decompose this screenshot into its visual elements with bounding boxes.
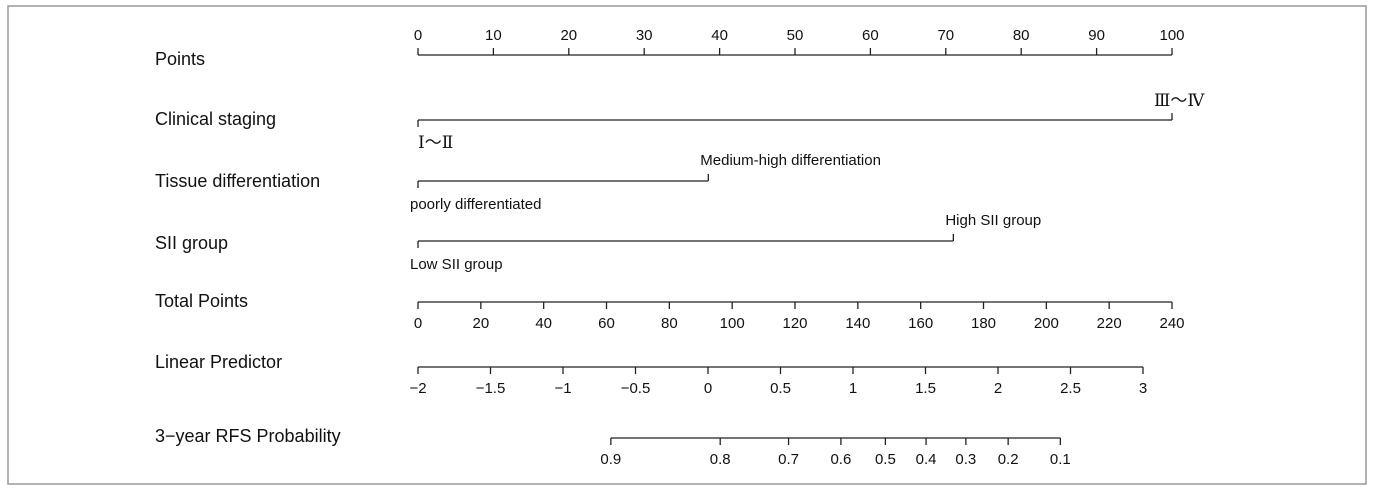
tick-label: 10 (485, 27, 502, 44)
tick-label: 200 (1034, 315, 1059, 332)
tick-label: 20 (560, 27, 577, 44)
tick-label: 0.6 (830, 451, 851, 468)
tick-label: 80 (1013, 27, 1030, 44)
row-label: SII group (155, 233, 228, 253)
tick-label: 0.5 (770, 380, 791, 397)
tick-label: 50 (787, 27, 804, 44)
tick-label: 0.1 (1050, 451, 1071, 468)
tick-label: 0.2 (998, 451, 1019, 468)
tick-label: −1.5 (476, 380, 506, 397)
tick-label: 0.7 (778, 451, 799, 468)
tick-label: 2.5 (1060, 380, 1081, 397)
tick-label: 0 (414, 315, 422, 332)
level-label: High SII group (945, 212, 1041, 229)
tick-label: 120 (782, 315, 807, 332)
tick-label: 0.8 (710, 451, 731, 468)
level-label: Low SII group (410, 256, 503, 273)
row-label: Clinical staging (155, 109, 276, 129)
tick-label: 100 (720, 315, 745, 332)
row-label: Tissue differentiation (155, 171, 320, 191)
tick-label: 1.5 (915, 380, 936, 397)
tick-label: 40 (535, 315, 552, 332)
tick-label: 140 (845, 315, 870, 332)
tick-label: 60 (862, 27, 879, 44)
tick-label: 3 (1139, 380, 1147, 397)
tick-label: −0.5 (621, 380, 651, 397)
tick-label: 0 (704, 380, 712, 397)
tick-label: 0.4 (916, 451, 937, 468)
level-label: Ⅲ～Ⅳ (1154, 91, 1205, 110)
tick-label: 2 (994, 380, 1002, 397)
level-label: Ⅰ～Ⅱ (418, 133, 453, 152)
tick-label: 0.3 (955, 451, 976, 468)
tick-label: 80 (661, 315, 678, 332)
tick-label: 60 (598, 315, 615, 332)
tick-label: 90 (1088, 27, 1105, 44)
tick-label: 70 (937, 27, 954, 44)
tick-label: −2 (409, 380, 426, 397)
row-label: Points (155, 49, 205, 69)
tick-label: 160 (908, 315, 933, 332)
tick-label: 20 (472, 315, 489, 332)
tick-label: 0.5 (875, 451, 896, 468)
tick-label: 180 (971, 315, 996, 332)
tick-label: 30 (636, 27, 653, 44)
tick-label: 0.9 (600, 451, 621, 468)
level-label: Medium-high differentiation (700, 152, 881, 169)
row-label: 3−year RFS Probability (155, 426, 341, 446)
row-label: Total Points (155, 291, 248, 311)
tick-label: 220 (1097, 315, 1122, 332)
row-label: Linear Predictor (155, 352, 282, 372)
tick-label: 1 (849, 380, 857, 397)
tick-label: 100 (1159, 27, 1184, 44)
tick-label: 240 (1159, 315, 1184, 332)
tick-label: 40 (711, 27, 728, 44)
frame (7, 5, 1367, 485)
tick-label: 0 (414, 27, 422, 44)
tick-label: −1 (554, 380, 571, 397)
level-label: poorly differentiated (410, 196, 541, 213)
